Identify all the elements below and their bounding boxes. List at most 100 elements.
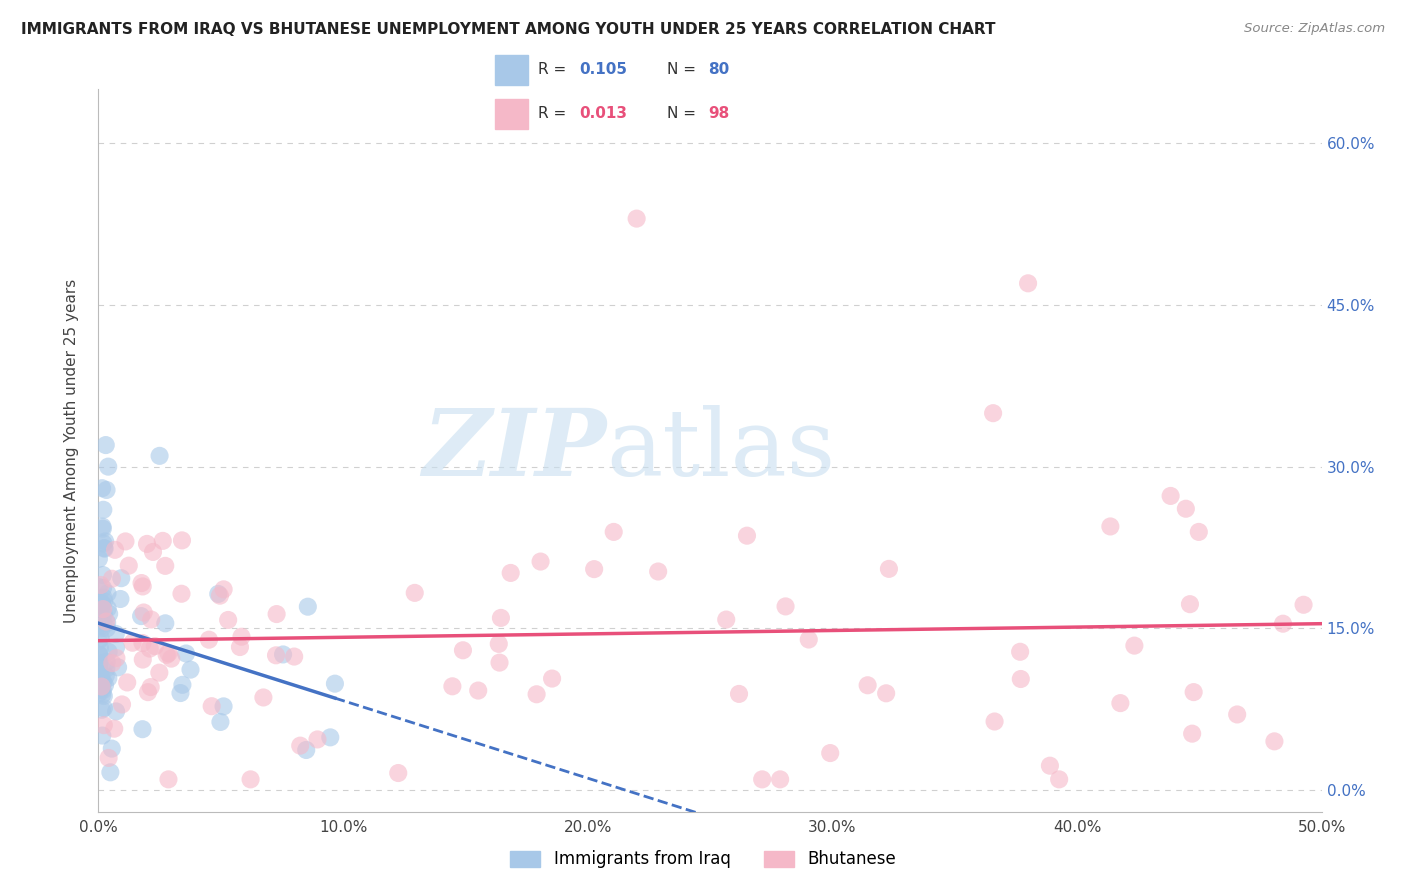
Point: [107, 660, 129, 674]
Point: [1292, 598, 1315, 612]
Point: [875, 686, 897, 700]
Point: [728, 687, 751, 701]
Point: [155, 558, 177, 573]
Point: [93, 718, 115, 732]
Point: [105, 651, 128, 665]
Point: [94, 669, 117, 683]
Point: [290, 739, 312, 753]
Point: [139, 641, 162, 656]
Point: [1272, 616, 1295, 631]
Point: [1123, 639, 1146, 653]
Point: [91, 598, 114, 612]
Point: [488, 656, 510, 670]
Point: [229, 640, 252, 654]
Point: [98, 765, 121, 780]
Point: [94, 438, 117, 452]
Point: [91, 596, 114, 610]
Point: [97, 601, 120, 615]
Point: [91, 615, 114, 630]
Point: [121, 636, 143, 650]
FancyBboxPatch shape: [495, 55, 529, 85]
Point: [89, 604, 111, 618]
Point: [141, 613, 163, 627]
Point: [105, 705, 128, 719]
Point: [96, 655, 118, 669]
Text: 0.013: 0.013: [579, 106, 627, 121]
Point: [93, 541, 115, 555]
Point: [283, 649, 305, 664]
Point: [271, 648, 294, 662]
Point: [1263, 734, 1285, 748]
Point: [169, 686, 191, 700]
Point: [96, 615, 118, 630]
Point: [488, 637, 510, 651]
Point: [96, 586, 118, 600]
Point: [156, 648, 179, 662]
Point: [89, 640, 111, 655]
Point: [239, 772, 262, 787]
Point: [1226, 707, 1249, 722]
Point: [818, 746, 841, 760]
Point: [170, 533, 193, 548]
Point: [90, 578, 112, 592]
Point: [110, 571, 132, 585]
Point: [131, 636, 153, 650]
Point: [877, 562, 900, 576]
Point: [155, 616, 177, 631]
Point: [170, 587, 193, 601]
Point: [142, 545, 165, 559]
Point: [856, 678, 879, 692]
Point: [751, 772, 773, 787]
Point: [647, 565, 669, 579]
Point: [93, 689, 115, 703]
Point: [90, 680, 112, 694]
Point: [207, 587, 229, 601]
Point: [1188, 524, 1211, 539]
Point: [198, 632, 221, 647]
Point: [96, 622, 118, 636]
Point: [489, 611, 512, 625]
Text: 0.105: 0.105: [579, 62, 627, 78]
Point: [93, 594, 115, 608]
Point: [1017, 277, 1039, 291]
Point: [157, 772, 180, 787]
Point: [266, 607, 288, 621]
Point: [91, 522, 114, 536]
Point: [217, 613, 239, 627]
Point: [499, 566, 522, 580]
Point: [89, 648, 111, 662]
Point: [626, 211, 648, 226]
Point: [89, 648, 111, 662]
Point: [716, 613, 738, 627]
Point: [526, 687, 548, 701]
Point: [297, 599, 319, 614]
Point: [87, 686, 110, 700]
Point: [132, 606, 155, 620]
Point: [132, 579, 155, 593]
Point: [139, 680, 162, 694]
Point: [231, 630, 253, 644]
Point: [91, 502, 114, 516]
Point: [583, 562, 606, 576]
Point: [90, 682, 112, 697]
Point: [93, 541, 115, 556]
Point: [132, 652, 155, 666]
Point: [387, 766, 409, 780]
Point: [160, 651, 183, 665]
Point: [104, 627, 127, 641]
Point: [131, 576, 153, 591]
Point: [201, 699, 224, 714]
Text: Source: ZipAtlas.com: Source: ZipAtlas.com: [1244, 22, 1385, 36]
Point: [97, 459, 120, 474]
Point: [1099, 519, 1122, 533]
Point: [87, 580, 110, 594]
Point: [208, 589, 231, 603]
Point: [1182, 685, 1205, 699]
Point: [87, 551, 110, 566]
Point: [451, 643, 474, 657]
Point: [87, 633, 110, 648]
Point: [148, 665, 170, 680]
Point: [93, 591, 115, 605]
Point: [93, 701, 115, 715]
Point: [90, 632, 112, 646]
